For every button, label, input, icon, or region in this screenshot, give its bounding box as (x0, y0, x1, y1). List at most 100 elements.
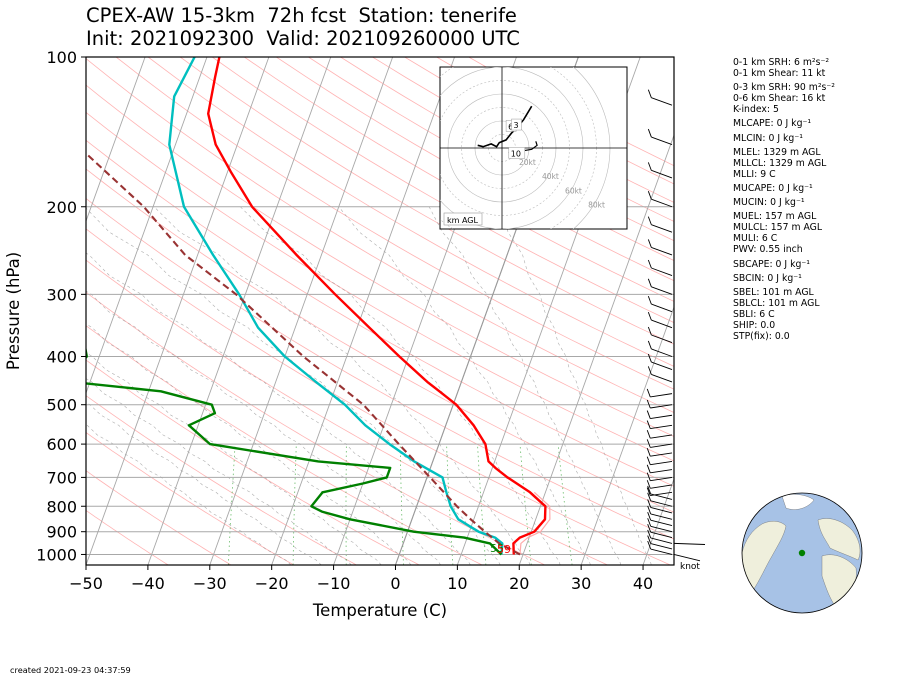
globe-landmass-greenland (781, 494, 815, 510)
wind-barb-flag (647, 492, 652, 501)
dry-adiabat (86, 395, 357, 565)
wind-barb-shaft (650, 537, 673, 544)
wind-barb-shaft (673, 542, 706, 545)
wind-barb-flag (647, 191, 652, 200)
parameter-line: SBLCL: 101 m AGL (733, 297, 820, 309)
y-tick-label: 300 (46, 285, 77, 304)
location-globe (741, 492, 863, 614)
wind-barb-flag (646, 439, 651, 448)
hodograph-ring-label: 40kt (542, 172, 559, 181)
y-tick-label: 200 (46, 198, 77, 217)
wind-barb-flag (646, 430, 651, 439)
y-tick-label: 900 (46, 523, 77, 542)
x-tick-label: 0 (390, 574, 400, 593)
parameter-line: MUCIN: 0 J kg⁻¹ (733, 197, 805, 209)
parameter-line: K-index: 5 (733, 104, 779, 116)
wind-barb-shaft (650, 500, 673, 507)
wind-barb-flag (646, 399, 651, 409)
isotherm (86, 57, 146, 223)
wind-barb-flag (647, 535, 652, 544)
mixing-ratio-line (477, 444, 487, 565)
moist-adiabat (86, 424, 292, 565)
wind-barb-flag (646, 456, 651, 465)
parameter-line: SBCIN: 0 J kg⁻¹ (733, 272, 802, 284)
wind-barb-shaft (650, 393, 673, 398)
isotherm (580, 305, 674, 565)
wind-barb-shaft (650, 443, 673, 448)
wind-barb-shaft (651, 303, 673, 313)
wind-barb-shaft (650, 531, 673, 539)
chart-title-line2: Init: 2021092300 Valid: 202109260000 UTC (86, 27, 520, 50)
isotherm (518, 133, 674, 565)
hodograph-height-marker-box (508, 147, 526, 159)
wind-barb-flag (647, 366, 652, 375)
wind-barb-shaft (651, 169, 673, 179)
series-wetbulb (168, 57, 504, 555)
station-marker (798, 549, 806, 557)
wind-barb-shaft (650, 548, 673, 555)
isotherm (147, 57, 332, 565)
x-tick-label: −30 (193, 574, 227, 593)
moist-adiabat (86, 402, 322, 565)
wind-unit-label: knot (680, 562, 700, 572)
wind-barb-flag (647, 311, 652, 321)
wind-barb-flag (647, 499, 652, 508)
x-tick-label: −50 (69, 574, 103, 593)
parameter-line: MULCL: 157 m AGL (733, 222, 823, 234)
y-tick-label: 400 (46, 348, 77, 367)
parameter-line: MLLI: 9 C (733, 168, 776, 180)
dry-adiabat (211, 57, 674, 324)
wind-barb-flag (647, 512, 652, 521)
wind-barb-flag (646, 420, 651, 429)
wind-barb-shaft (650, 476, 673, 482)
thermo-background-lines (86, 57, 674, 565)
y-tick-label: 800 (46, 497, 77, 516)
moist-adiabat (240, 206, 561, 565)
wind-barb-shaft (650, 469, 673, 474)
wind-barb-shaft (651, 334, 673, 343)
wind-barb-shaft (650, 414, 673, 419)
parameter-line: MUCAPE: 0 J kg⁻¹ (733, 182, 813, 194)
isotherm (86, 57, 270, 565)
wind-barb-shaft (651, 97, 673, 106)
parameter-line: SBEL: 101 m AGL (733, 286, 814, 298)
parameter-line: STP(fix): 0.0 (733, 331, 790, 343)
axes: −50 −40 −30 −20 −10 0 10 20 30 40 100 200 300 400 500 6… (36, 48, 653, 593)
wind-barb-shaft (650, 513, 673, 520)
dry-adiabat (86, 198, 674, 540)
mixing-ratio-line (446, 444, 454, 565)
wind-barb-shaft (651, 267, 673, 276)
wind-barb-flag (647, 278, 652, 287)
wind-barb-shaft (673, 554, 701, 562)
parameter-line: SHIP: 0.0 (733, 319, 776, 331)
wind-barb-flag (646, 472, 651, 481)
x-tick-label: 20 (509, 574, 529, 593)
parameter-line: PWV: 0.55 inch (733, 244, 803, 256)
wind-barb-flag (646, 410, 651, 419)
wind-barb-shaft (650, 460, 673, 466)
parameter-line: MLCAPE: 0 J kg⁻¹ (733, 118, 812, 130)
dry-adiabat (86, 168, 674, 513)
series-temp_trace_light (519, 491, 551, 555)
wind-barb-flag (646, 480, 651, 489)
dry-adiabat (86, 325, 483, 565)
wind-barb-flag (646, 388, 651, 398)
y-tick-label: 1000 (36, 545, 77, 564)
dry-adiabat (86, 432, 294, 565)
surface-temperature-label: 59 (497, 543, 511, 556)
mixing-ratio-line (399, 444, 404, 565)
moist-adiabat (428, 206, 622, 565)
dry-adiabat (86, 470, 232, 565)
chart-title-line1: CPEX-AW 15-3km 72h fcst Station: tenerif… (86, 4, 517, 27)
created-timestamp: created 2021-09-23 04:37:59 (10, 665, 131, 675)
wind-barb-flag (647, 239, 652, 248)
series-parcel (86, 152, 521, 556)
wind-barb-flag (646, 448, 651, 457)
wind-barb-shaft (650, 543, 673, 550)
x-axis-label: Temperature (C) (312, 601, 447, 620)
y-tick-label: 700 (46, 468, 77, 487)
hodograph-ring-label: 20kt (519, 158, 536, 167)
series-temperature (206, 57, 547, 555)
x-tick-label: 10 (447, 574, 467, 593)
